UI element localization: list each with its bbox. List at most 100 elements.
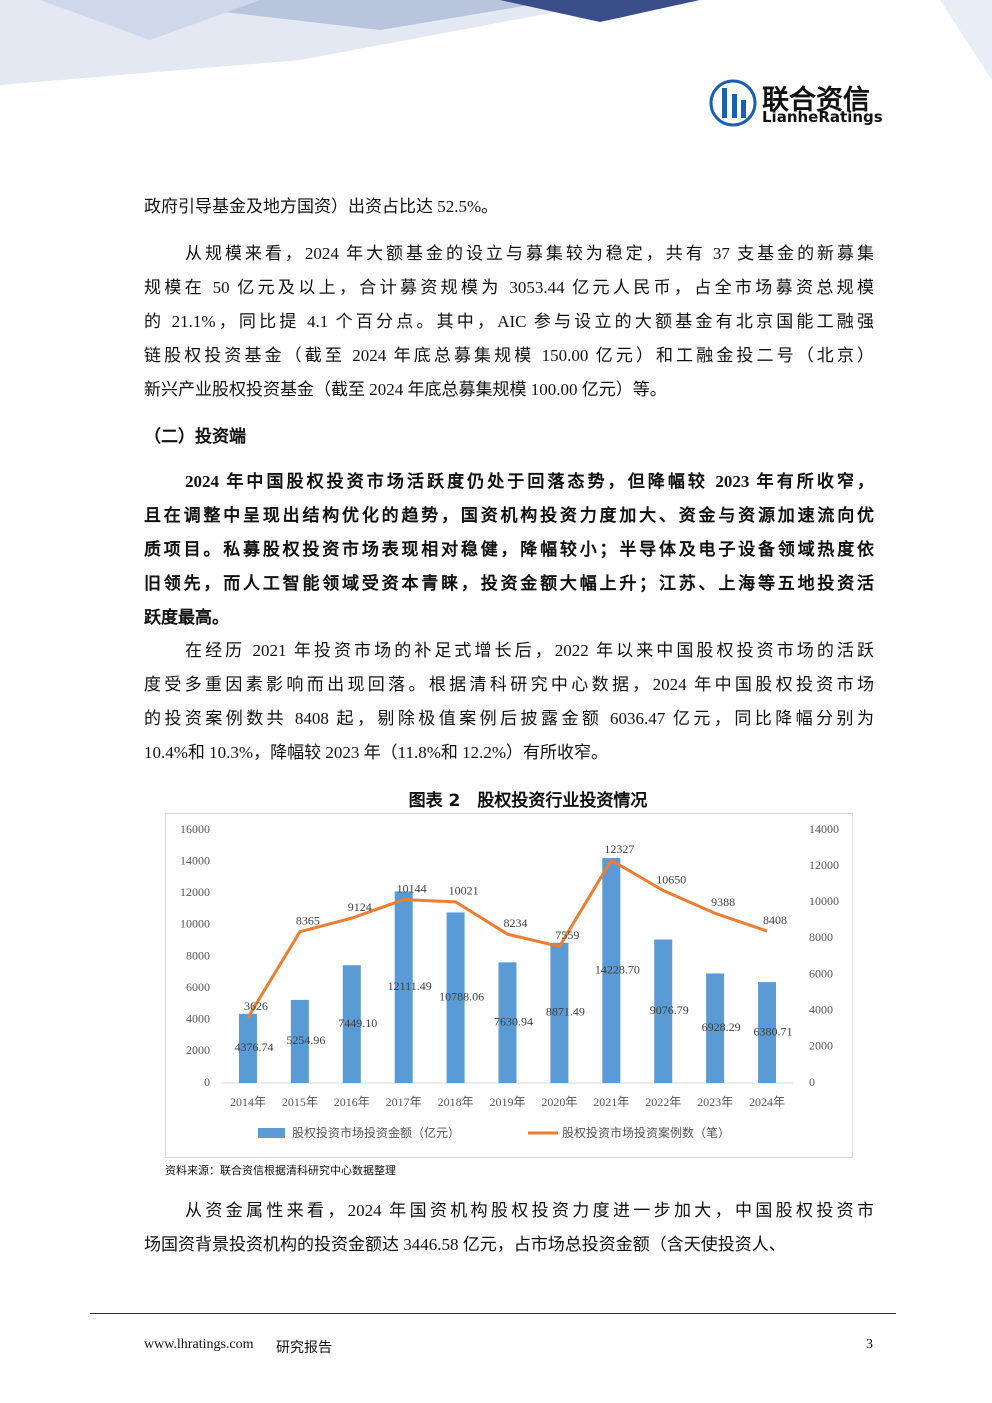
- y2-tick-label: 0: [809, 1075, 815, 1089]
- data-label: 14228.70: [595, 962, 640, 976]
- data-label: 8408: [763, 913, 787, 927]
- text-line: 2024 年中国股权投资市场活跃度仍处于回落态势，但降幅较 2023 年有所收窄…: [185, 472, 874, 491]
- source-note: 资料来源：联合资信根据清科研究中心数据整理: [165, 1164, 396, 1177]
- chart-caption: 图表 2 股权投资行业投资情况: [408, 791, 648, 811]
- data-label: 9124: [348, 900, 372, 914]
- y2-tick-label: 6000: [809, 966, 833, 980]
- y-tick-label: 12000: [180, 885, 210, 899]
- x-tick-label: 2018年: [438, 1095, 474, 1109]
- bar: [290, 999, 309, 1083]
- x-tick-label: 2022年: [645, 1095, 681, 1109]
- text-line: 场国资背景投资机构的投资金额达 3446.58 亿元，占市场总投资金额（含天使投…: [144, 1235, 786, 1254]
- y2-tick-label: 12000: [809, 858, 839, 872]
- data-label: 6928.29: [702, 1020, 741, 1034]
- x-tick-label: 2023年: [697, 1095, 733, 1109]
- text-line: 且在调整中呈现出结构优化的趋势，国资机构投资力度加大、资金与资源加速流向优: [144, 506, 874, 525]
- footer-label: 研究报告: [276, 1341, 332, 1356]
- data-label: 8871.49: [546, 1005, 585, 1019]
- bar: [238, 1013, 257, 1083]
- data-label: 10650: [656, 872, 686, 886]
- paragraph: 2024 年中国股权投资市场活跃度仍处于回落态势，但降幅较 2023 年有所收窄…: [144, 465, 874, 635]
- x-tick-label: 2015年: [282, 1095, 318, 1109]
- header-decoration: [0, 0, 992, 85]
- footer-rule: [90, 1313, 896, 1314]
- data-label: 10144: [397, 881, 427, 895]
- text-line: 旧领先，而人工智能领域受资本青睐，投资金额大幅上升；江苏、上海等五地投资活: [144, 574, 874, 593]
- bar: [446, 912, 465, 1083]
- logo-icon: [709, 79, 757, 127]
- data-label: 12111.49: [388, 979, 432, 993]
- text-line: 的投资案例数共 8408 起，剔除极值案例后披露金额 6036.47 亿元，同比…: [144, 709, 874, 728]
- bar: [654, 939, 673, 1083]
- paragraph: 从资金属性来看，2024 年国资机构股权投资力度进一步加大，中国股权投资市场国资…: [144, 1194, 874, 1262]
- data-label: 10021: [449, 884, 479, 898]
- x-tick-label: 2014年: [230, 1095, 266, 1109]
- paragraph: 在经历 2021 年投资市场的补足式增长后，2022 年以来中国股权投资市场的活…: [144, 634, 874, 770]
- text-line: 度受多重因素影响而出现回落。根据清科研究中心数据，2024 年中国股权投资市场: [144, 675, 874, 694]
- data-label: 6380.71: [754, 1024, 793, 1038]
- data-label: 4376.74: [234, 1040, 273, 1054]
- y-tick-label: 6000: [186, 980, 210, 994]
- logo-cn: 联合资信: [762, 85, 870, 116]
- y2-tick-label: 14000: [809, 822, 839, 836]
- data-label: 7630.94: [494, 1014, 533, 1028]
- text-line: 从规模来看，2024 年大额基金的设立与募集较为稳定，共有 37 支基金的新募集: [185, 244, 874, 263]
- y2-tick-label: 4000: [809, 1002, 833, 1016]
- y-tick-label: 4000: [186, 1012, 210, 1026]
- bar: [394, 891, 413, 1083]
- text-line: 规模在 50 亿元及以上，合计募资规模为 3053.44 亿元人民币，占全市场募…: [144, 278, 874, 297]
- text-line: 链股权投资基金（截至 2024 年底总募集规模 150.00 亿元）和工融金投二…: [144, 346, 874, 365]
- text-line: 政府引导基金及地方国资）出资占比达 52.5%。: [144, 197, 499, 216]
- y-tick-label: 10000: [180, 917, 210, 931]
- bar: [342, 965, 361, 1083]
- y-tick-label: 8000: [186, 948, 210, 962]
- chart: 0 2000 4000 6000 8000 10000 12000 14000 16000 0 20…: [165, 813, 853, 1158]
- x-tick-label: 2017年: [386, 1095, 422, 1109]
- paragraph: 从规模来看，2024 年大额基金的设立与募集较为稳定，共有 37 支基金的新募集…: [144, 237, 874, 407]
- bar: [706, 973, 725, 1083]
- data-label: 9388: [711, 895, 735, 909]
- text-line: 新兴产业股权投资基金（截至 2024 年底总募集规模 100.00 亿元）等。: [144, 380, 667, 399]
- logo-en: LianheRatings: [762, 108, 883, 126]
- data-label: 12327: [604, 842, 634, 856]
- data-label: 8234: [504, 916, 528, 930]
- text-line: 跃度最高。: [144, 608, 229, 627]
- data-label: 5254.96: [286, 1033, 325, 1047]
- y2-tick-label: 10000: [809, 894, 839, 908]
- y-tick-label: 0: [204, 1075, 210, 1089]
- data-label: 8365: [296, 914, 320, 928]
- text-line: 10.4%和 10.3%，降幅较 2023 年（11.8%和 12.2%）有所收…: [144, 743, 609, 762]
- y-tick-label: 2000: [186, 1043, 210, 1057]
- section-heading: （二）投资端: [144, 427, 246, 446]
- y2-tick-label: 2000: [809, 1039, 833, 1053]
- text-line: 从资金属性来看，2024 年国资机构股权投资力度进一步加大，中国股权投资市: [185, 1201, 874, 1220]
- line: [246, 858, 768, 1019]
- text-line: 的 21.1%，同比提 4.1 个百分点。其中，AIC 参与设立的大额基金有北京…: [144, 312, 874, 331]
- bar: [758, 982, 777, 1083]
- page-number: 3: [866, 1337, 873, 1352]
- x-tick-label: 2020年: [541, 1095, 577, 1109]
- x-tick-label: 2021年: [593, 1095, 629, 1109]
- data-label: 9076.79: [650, 1003, 689, 1017]
- legend-label: 股权投资市场投资案例数（笔）: [562, 1125, 730, 1140]
- y-tick-label: 14000: [180, 853, 210, 867]
- text-line: 质项目。私募股权投资市场表现相对稳健，降幅较小；半导体及电子设备领域热度依: [144, 540, 874, 559]
- y2-tick-label: 8000: [809, 930, 833, 944]
- legend-label: 股权投资市场投资金额（亿元）: [292, 1125, 460, 1140]
- bar: [550, 942, 569, 1083]
- x-tick-label: 2016年: [334, 1095, 370, 1109]
- paragraph: 政府引导基金及地方国资）出资占比达 52.5%。: [144, 190, 874, 224]
- data-label: 3626: [244, 999, 268, 1013]
- x-tick-label: 2024年: [749, 1095, 785, 1109]
- data-label: 7559: [555, 928, 579, 942]
- legend-swatch: [258, 1128, 285, 1138]
- text-line: 在经历 2021 年投资市场的补足式增长后，2022 年以来中国股权投资市场的活…: [185, 641, 874, 660]
- bar: [498, 962, 517, 1083]
- x-tick-label: 2019年: [489, 1095, 525, 1109]
- bar: [602, 858, 621, 1083]
- data-label: 7449.10: [338, 1016, 377, 1030]
- footer-site: www.lhratings.com: [144, 1337, 254, 1352]
- y-tick-label: 16000: [180, 822, 210, 836]
- data-label: 10788.06: [439, 989, 484, 1003]
